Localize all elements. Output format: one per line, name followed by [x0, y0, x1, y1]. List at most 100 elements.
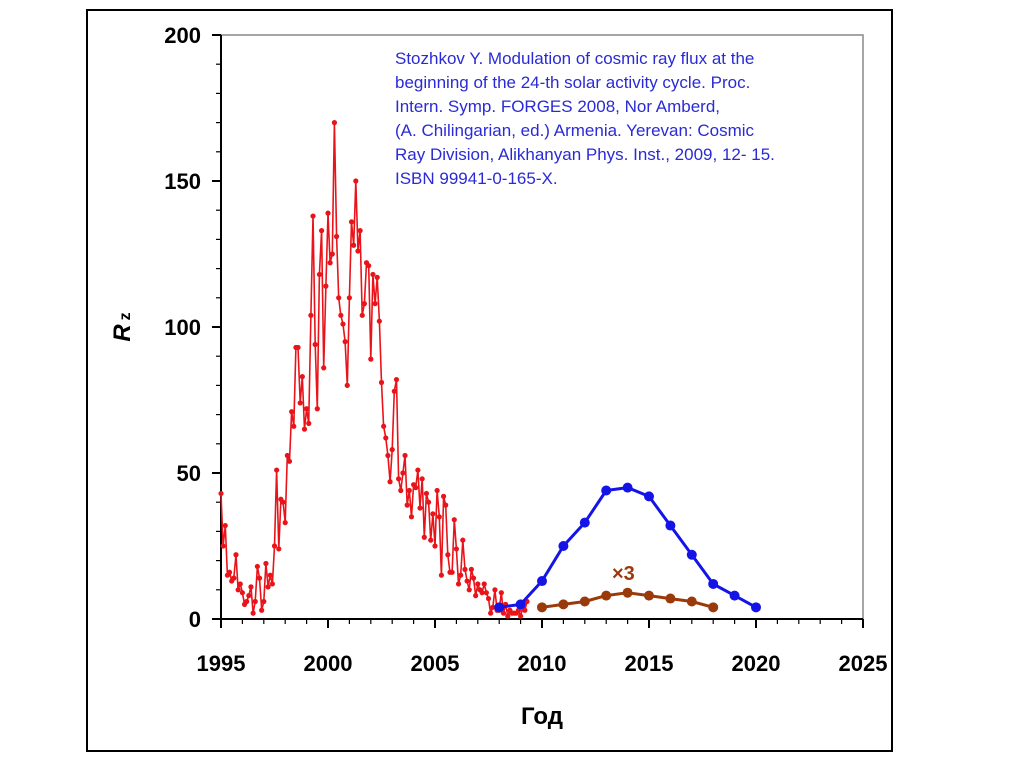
data-point — [488, 610, 494, 616]
data-point — [443, 502, 449, 508]
data-point — [425, 499, 432, 505]
data-point — [314, 406, 320, 412]
data-point — [297, 400, 303, 406]
data-point — [462, 566, 468, 572]
data-point — [348, 219, 355, 225]
data-point — [518, 613, 524, 619]
data-point — [423, 490, 430, 497]
y-tick-label: 100 — [164, 315, 201, 340]
data-point — [301, 426, 308, 432]
y-axis-title-sub: z — [117, 312, 134, 320]
data-point — [376, 318, 382, 324]
data-point — [419, 476, 425, 482]
data-point — [432, 543, 438, 549]
data-point — [321, 365, 327, 371]
data-point — [601, 485, 612, 496]
data-point — [475, 581, 481, 587]
x-tick-label: 2005 — [411, 651, 460, 676]
data-point — [370, 271, 376, 278]
data-point — [312, 341, 318, 348]
data-point — [346, 295, 352, 301]
data-point — [686, 596, 697, 607]
data-point — [408, 514, 415, 520]
data-point — [406, 487, 412, 494]
data-point — [329, 251, 335, 257]
data-point — [372, 301, 378, 307]
series-1 — [218, 120, 530, 619]
data-point — [505, 613, 511, 619]
data-point — [464, 578, 470, 584]
reference-line: Stozhkov Y. Modulation of cosmic ray flu… — [395, 49, 754, 68]
data-point — [644, 590, 654, 601]
data-point — [280, 499, 286, 505]
data-point — [383, 435, 389, 441]
data-point — [644, 491, 654, 502]
x-tick-label: 2025 — [839, 651, 888, 676]
data-point — [246, 593, 252, 599]
data-point — [359, 312, 365, 318]
data-point — [558, 541, 569, 551]
x-tick-label: 2010 — [518, 651, 567, 676]
x-axis-title: Год — [521, 703, 563, 730]
data-point — [276, 546, 282, 552]
data-point — [286, 458, 293, 464]
data-point — [665, 520, 676, 531]
data-point — [389, 447, 395, 453]
x-tick-label: 1995 — [197, 651, 246, 676]
data-point — [323, 283, 329, 289]
y-axis-title: Rz — [109, 312, 136, 341]
data-point — [366, 263, 372, 269]
data-point — [515, 599, 526, 610]
data-point — [622, 587, 633, 598]
data-series — [218, 120, 761, 619]
data-point — [291, 423, 297, 429]
data-point — [466, 587, 472, 593]
x-tick-label: 2020 — [732, 651, 781, 676]
data-point — [455, 581, 462, 587]
y-tick-label: 200 — [164, 23, 201, 48]
data-point — [413, 485, 419, 491]
data-point — [436, 514, 442, 520]
data-point — [269, 581, 275, 587]
y-axis-title-main: R — [109, 324, 136, 342]
data-point — [239, 590, 245, 596]
data-point — [308, 312, 314, 318]
data-point — [282, 520, 288, 526]
data-point — [396, 476, 402, 482]
data-point — [421, 534, 427, 540]
data-point — [252, 598, 258, 605]
data-point — [342, 339, 348, 345]
data-point — [537, 576, 547, 587]
data-point — [492, 587, 498, 593]
data-point — [708, 578, 719, 589]
data-point — [304, 406, 310, 412]
reference-annotation: Stozhkov Y. Modulation of cosmic ray flu… — [395, 49, 775, 188]
data-point — [306, 420, 312, 426]
data-point — [485, 595, 492, 602]
data-point — [400, 470, 406, 476]
multiplier-label: ×3 — [612, 563, 635, 585]
series-2 — [494, 482, 761, 613]
data-point — [415, 467, 421, 473]
data-point — [295, 344, 301, 351]
x-tick-label: 2015 — [625, 651, 674, 676]
data-point — [318, 228, 325, 234]
data-point — [393, 376, 400, 383]
data-point — [458, 572, 464, 578]
data-point — [299, 374, 305, 380]
data-point — [402, 452, 408, 459]
data-point — [729, 590, 740, 601]
data-point — [220, 543, 226, 549]
data-point — [387, 479, 393, 485]
data-point — [453, 546, 459, 552]
data-point — [601, 590, 612, 601]
data-point — [340, 321, 346, 327]
data-point — [250, 610, 256, 616]
data-point — [274, 467, 280, 473]
plot-area — [220, 34, 864, 620]
data-point — [445, 552, 451, 558]
data-point — [254, 563, 260, 570]
reference-line: beginning of the 24-th solar activity cy… — [395, 73, 750, 92]
data-point — [353, 178, 359, 184]
